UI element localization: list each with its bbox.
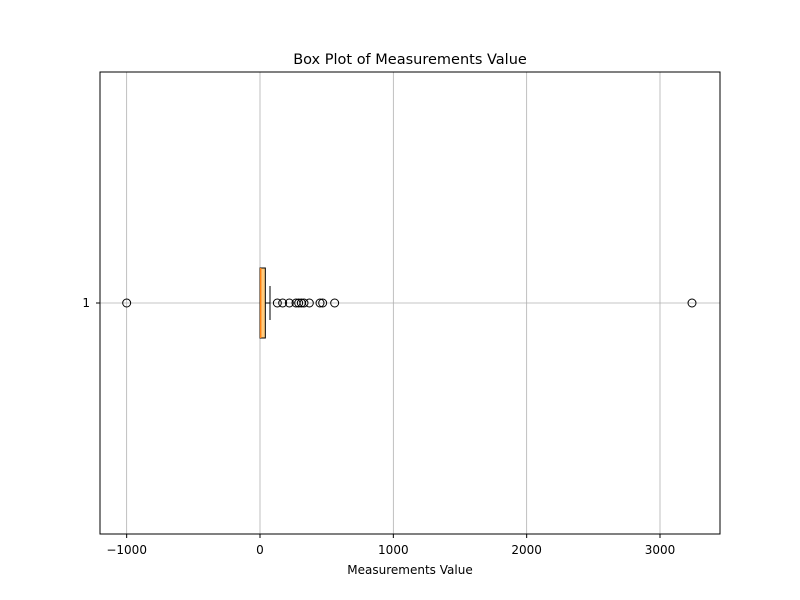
x-tick-label: 1000 [378,543,409,557]
x-tick-label: 0 [256,543,264,557]
outlier-point [272,298,282,308]
y-tick-label: 1 [82,296,90,310]
outlier-point [284,298,294,308]
outlier-point [278,298,288,308]
outlier-point [687,298,697,308]
grid-lines [100,72,720,534]
x-tick-label: 3000 [645,543,676,557]
x-axis-label: Measurements Value [347,563,472,577]
outlier-point [304,298,314,308]
outlier-point [330,298,340,308]
outlier-point [122,298,132,308]
outlier-point [318,298,328,308]
x-tick-label: 2000 [511,543,542,557]
box-plot [122,267,697,339]
outlier-point [299,298,309,308]
chart-title: Box Plot of Measurements Value [293,52,527,68]
outlier-point [294,298,304,308]
axis-ticks: −1000 0 1000 2000 3000 1 [82,296,675,557]
outlier-point [315,298,325,308]
x-tick-label: −1000 [106,543,147,557]
